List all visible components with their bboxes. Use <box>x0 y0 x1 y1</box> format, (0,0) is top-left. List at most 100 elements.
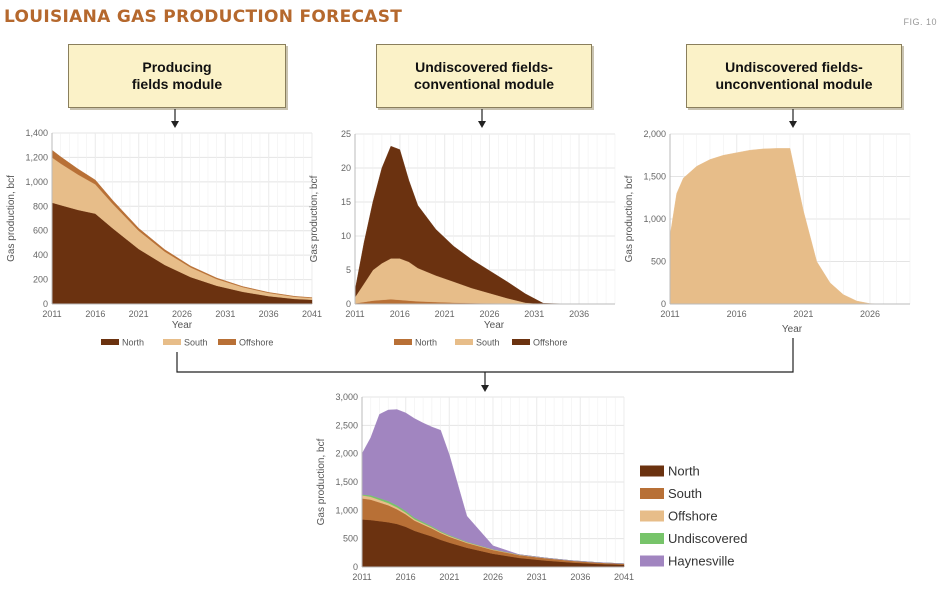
y-tick-label: 500 <box>651 257 666 267</box>
x-tick-label: 2016 <box>85 309 105 319</box>
legend-swatch-south <box>163 339 181 345</box>
module-box-unconventional-line2: unconventional module <box>715 76 873 92</box>
chart-3: 0 500 1,000 1,500 2,000 2011 2016 2021 2026 Gas p… <box>624 129 911 335</box>
y-tick-label: 1,000 <box>25 177 48 187</box>
y-axis-label: Gas production, bcf <box>316 438 327 525</box>
y-tick-label: 0 <box>661 299 666 309</box>
x-tick-label: 2021 <box>129 309 149 319</box>
y-tick-label: 10 <box>341 231 351 241</box>
x-tick-label: 2036 <box>259 309 279 319</box>
x-tick-label: 2031 <box>527 572 547 582</box>
y-tick-label: 1,400 <box>25 128 48 138</box>
module-box-unconventional-line1: Undiscovered fields- <box>725 59 863 75</box>
x-tick-label: 2041 <box>302 309 322 319</box>
legend-swatch-south <box>455 339 473 345</box>
legend: North South Offshore <box>101 338 273 348</box>
x-tick-label: 2021 <box>439 572 459 582</box>
x-tick-label: 2016 <box>390 309 410 319</box>
legend-swatch-offshore <box>218 339 236 345</box>
y-tick-label: 3,000 <box>335 392 358 402</box>
legend-label-south: South <box>668 486 702 501</box>
module-box-conventional: Undiscovered fields- conventional module <box>376 44 592 108</box>
chart-2: 0 5 10 15 20 25 2011 2016 2021 2026 2031 2036 Gas pr… <box>309 129 616 348</box>
module-box-producing-line2: fields module <box>131 76 223 92</box>
area-undiscovered-fields-unconventional <box>669 148 884 305</box>
legend-label-north: North <box>122 338 144 348</box>
legend-label-south: South <box>184 338 208 348</box>
y-tick-label: 0 <box>43 299 48 309</box>
y-tick-label: 0 <box>353 562 358 572</box>
x-tick-label: 2031 <box>215 309 235 319</box>
legend-label-offshore: Offshore <box>668 509 718 524</box>
x-tick-label: 2026 <box>483 572 503 582</box>
legend-swatch-north <box>101 339 119 345</box>
legend: North South Offshore Undiscovered Haynesvill… <box>640 464 748 569</box>
legend-swatch-north <box>640 465 664 477</box>
x-tick-label: 2026 <box>172 309 192 319</box>
y-axis-label: Gas production, bcf <box>6 175 17 262</box>
x-tick-label: 2011 <box>660 309 679 319</box>
legend-label-offshore: Offshore <box>533 338 567 348</box>
x-tick-label: 2026 <box>860 309 880 319</box>
module-box-unconventional: Undiscovered fields- unconventional modu… <box>686 44 902 108</box>
chart-1: 0 200 400 600 800 1,000 1,200 1,400 2011 2016 2021… <box>6 128 322 348</box>
y-tick-label: 500 <box>343 534 358 544</box>
area-haynesville <box>361 409 625 564</box>
legend-label-north: North <box>668 464 700 479</box>
y-tick-label: 20 <box>341 163 351 173</box>
y-tick-label: 800 <box>33 201 48 211</box>
x-tick-label: 2036 <box>569 309 589 319</box>
arrow-merge <box>481 372 489 392</box>
legend-label-north: North <box>415 338 437 348</box>
y-tick-label: 1,000 <box>643 214 666 224</box>
arrow-module-3 <box>789 109 797 128</box>
legend-label-undiscovered: Undiscovered <box>668 531 748 546</box>
x-tick-label: 2041 <box>614 572 634 582</box>
y-tick-label: 0 <box>346 299 351 309</box>
y-tick-label: 600 <box>33 226 48 236</box>
x-tick-label: 2011 <box>345 309 364 319</box>
y-tick-label: 1,200 <box>25 152 48 162</box>
x-tick-label: 2021 <box>793 309 813 319</box>
y-axis-label: Gas production, bcf <box>624 175 635 262</box>
x-tick-label: 2016 <box>396 572 416 582</box>
y-tick-label: 5 <box>346 265 351 275</box>
legend-swatch-offshore <box>640 510 664 522</box>
legend-swatch-offshore <box>512 339 530 345</box>
y-tick-label: 2,500 <box>335 420 358 430</box>
module-box-conventional-line1: Undiscovered fields- <box>415 59 553 75</box>
y-tick-label: 1,500 <box>335 477 358 487</box>
arrow-module-2 <box>478 109 486 128</box>
y-tick-label: 25 <box>341 129 351 139</box>
y-tick-label: 2,000 <box>335 449 358 459</box>
legend-label-haynesville: Haynesville <box>668 554 734 569</box>
legend-swatch-south <box>640 488 664 499</box>
legend: North South Offshore <box>394 338 567 348</box>
x-axis-label: Year <box>172 320 193 331</box>
y-tick-label: 400 <box>33 250 48 260</box>
legend-label-offshore: Offshore <box>239 338 273 348</box>
y-tick-label: 15 <box>341 197 351 207</box>
y-tick-label: 2,000 <box>643 129 666 139</box>
x-tick-label: 2031 <box>524 309 544 319</box>
legend-label-south: South <box>476 338 500 348</box>
legend-swatch-haynesville <box>640 555 664 567</box>
figure-number: FIG. 10 <box>903 17 937 27</box>
module-box-producing: Producing fields module <box>68 44 286 108</box>
y-tick-label: 1,000 <box>335 505 358 515</box>
module-box-producing-line1: Producing <box>142 59 212 75</box>
arrow-module-1 <box>171 109 179 128</box>
x-tick-label: 2011 <box>352 572 371 582</box>
legend-swatch-north <box>394 339 412 345</box>
y-axis-label: Gas production, bcf <box>309 175 320 262</box>
module-box-conventional-line2: conventional module <box>413 76 554 92</box>
y-tick-label: 200 <box>33 275 48 285</box>
legend-swatch-undiscovered <box>640 533 664 544</box>
x-tick-label: 2036 <box>570 572 590 582</box>
area-offshore <box>51 149 313 299</box>
page-title: LOUISIANA GAS PRODUCTION FORECAST <box>4 7 403 27</box>
x-axis-label: Year <box>782 324 803 335</box>
x-tick-label: 2016 <box>727 309 747 319</box>
x-tick-label: 2021 <box>435 309 455 319</box>
